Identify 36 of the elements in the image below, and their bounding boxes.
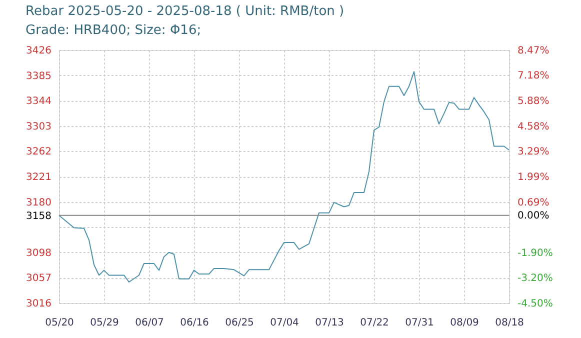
y-tick-label: 3426 bbox=[26, 46, 52, 56]
y2-tick-label: 8.47% bbox=[518, 46, 550, 56]
y-tick-label: 3057 bbox=[26, 273, 52, 284]
y2-tick-label: -1.90% bbox=[518, 248, 553, 259]
y-tick-label: 3221 bbox=[26, 172, 52, 183]
x-tick-label: 07/22 bbox=[360, 318, 389, 328]
y-tick-label: 3158 bbox=[26, 210, 52, 222]
line-series bbox=[58, 71, 510, 283]
y2-tick-label: 1.99% bbox=[518, 172, 550, 183]
x-tick-label: 07/31 bbox=[405, 318, 434, 328]
chart-subtitle: Grade: HRB400; Size: Φ16; bbox=[26, 23, 202, 38]
x-tick-label: 05/29 bbox=[90, 318, 119, 328]
y2-tick-label: -3.20% bbox=[518, 273, 553, 284]
x-tick-label: 06/16 bbox=[180, 318, 209, 328]
x-tick-label: 06/07 bbox=[135, 318, 164, 328]
y2-tick-label: 0.69% bbox=[518, 197, 550, 208]
y-tick-label: 3262 bbox=[26, 146, 52, 158]
x-tick-label: 08/09 bbox=[450, 318, 479, 328]
x-tick-label: 05/20 bbox=[45, 318, 74, 328]
y2-tick-label: 3.29% bbox=[518, 146, 550, 158]
y2-tick-label: -4.50% bbox=[518, 298, 553, 310]
y2-tick-label: 5.88% bbox=[518, 96, 550, 108]
x-tick-label: 07/04 bbox=[270, 318, 299, 328]
x-tick-label: 08/18 bbox=[495, 318, 524, 328]
y2-tick-label: 4.58% bbox=[518, 121, 550, 132]
chart-title: Rebar 2025-05-20 - 2025-08-18 ( Unit: RMB/ton ) bbox=[26, 4, 344, 19]
y2-tick-label: 7.18% bbox=[518, 70, 550, 82]
x-tick-label: 07/13 bbox=[315, 318, 344, 328]
y-tick-label: 3098 bbox=[26, 248, 52, 259]
y-tick-label: 3180 bbox=[26, 197, 52, 208]
x-tick-label: 06/25 bbox=[225, 318, 254, 328]
y-tick-label: 3385 bbox=[26, 70, 52, 82]
y-tick-label: 3344 bbox=[26, 96, 52, 108]
y-tick-label: 3016 bbox=[26, 298, 52, 310]
y2-tick-label: 0.00% bbox=[518, 210, 550, 222]
y-tick-label: 3303 bbox=[26, 121, 52, 132]
